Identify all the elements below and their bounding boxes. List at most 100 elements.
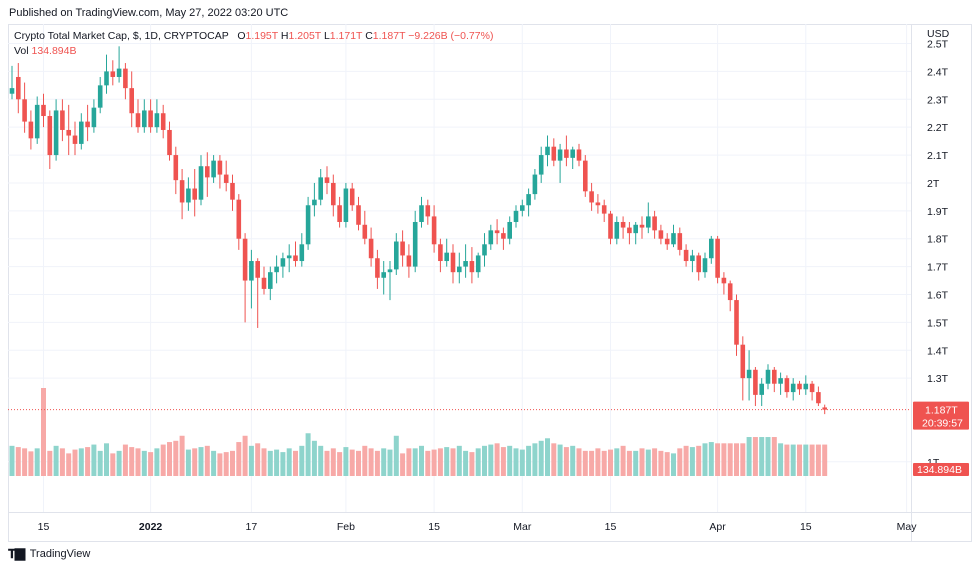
candlestick-chart[interactable]: 1T1.3T1.4T1.5T1.6T1.7T1.8T1.9T2T2.1T2.2T…: [8, 24, 972, 542]
candle-body: [343, 188, 349, 222]
volume-bar: [179, 435, 185, 476]
candle: [142, 99, 147, 133]
grid-lines: [8, 24, 911, 512]
candle: [230, 174, 235, 211]
volume-bar: [311, 440, 317, 476]
candle: [368, 227, 374, 267]
candle: [412, 210, 418, 273]
candle: [79, 113, 84, 150]
volume-bar: [563, 447, 569, 476]
volume-bar: [53, 445, 59, 476]
candle-body: [438, 244, 443, 262]
legend-symbol[interactable]: Crypto Total Market Cap, $, 1D, CRYPTOCA…: [14, 30, 229, 42]
candle-body: [412, 221, 418, 267]
candle-body: [639, 224, 645, 228]
candle-body: [236, 199, 242, 239]
candle: [816, 386, 821, 407]
volume-bar: [349, 449, 355, 476]
volume-bar: [236, 442, 242, 476]
volume-bar: [34, 448, 40, 476]
volume-bar: [790, 444, 796, 476]
candle-body: [658, 230, 664, 239]
volume-bar: [293, 450, 298, 476]
volume-bar: [721, 443, 727, 476]
volume-bar: [677, 448, 683, 476]
candle: [772, 366, 777, 393]
candle-body: [129, 88, 134, 114]
candle-body: [368, 238, 374, 259]
candle: [671, 224, 676, 248]
candle-body: [715, 238, 720, 278]
time-tick-label: 15: [428, 521, 440, 533]
candle-body: [135, 113, 141, 128]
candle-body: [337, 205, 342, 222]
candle-body: [280, 258, 286, 267]
candle-body: [28, 121, 34, 139]
candle: [362, 210, 368, 245]
candle-body: [816, 392, 821, 404]
footer-brand[interactable]: 𝐓▉ TradingView: [8, 545, 90, 563]
volume-bar: [715, 443, 721, 476]
volume-bar: [374, 450, 380, 476]
candle-body: [614, 221, 620, 239]
candle: [110, 60, 116, 86]
candle-body: [803, 383, 809, 390]
candle: [526, 188, 531, 217]
legend-low-value: 1.171T: [329, 30, 363, 42]
volume-bar: [305, 433, 311, 476]
candle-body: [608, 213, 613, 239]
candle-body: [734, 300, 739, 345]
candle-body: [148, 110, 153, 128]
candle: [734, 294, 739, 356]
candle-body: [324, 177, 330, 183]
candle: [223, 160, 229, 192]
candle-body: [727, 283, 733, 301]
candle-body: [595, 202, 601, 206]
candle: [381, 261, 386, 295]
candle-body: [349, 188, 355, 206]
price-tick-label: 1.6T: [927, 289, 949, 301]
candle-body: [72, 135, 78, 144]
candle-body: [501, 233, 506, 239]
candle: [683, 244, 689, 267]
candle-body: [759, 383, 764, 395]
candle: [97, 76, 103, 114]
volume-bar: [507, 445, 513, 476]
candle: [375, 249, 380, 289]
candle: [217, 155, 223, 189]
candle-body: [312, 199, 317, 206]
candle: [211, 155, 216, 183]
price-tick-label: 1.5T: [927, 317, 949, 329]
volume-bar: [551, 443, 557, 476]
price-tick-label: 2.4T: [927, 66, 949, 78]
tv-logo-icon: 𝐓▉: [8, 546, 27, 561]
volume-bar: [274, 449, 280, 476]
candle-body: [274, 266, 279, 273]
candle: [41, 93, 46, 128]
volume-bar: [582, 450, 588, 476]
volume-bar: [122, 444, 128, 476]
candle-body: [620, 221, 626, 228]
legend-high-label: H: [280, 30, 289, 42]
candle-body: [532, 174, 538, 195]
volume-bar: [318, 445, 324, 476]
volume-bar: [248, 445, 254, 476]
volume-bar: [608, 449, 613, 476]
candle-body: [167, 129, 172, 156]
candle-body: [753, 369, 758, 395]
candle-body: [746, 369, 752, 379]
candle-body: [261, 277, 267, 289]
candle-body: [564, 149, 569, 158]
volume-bar: [78, 448, 84, 476]
volume-bar: [696, 445, 702, 476]
volume-bar: [689, 447, 695, 476]
volume-bar: [242, 435, 248, 476]
candle: [658, 224, 664, 245]
candle-body: [66, 129, 71, 136]
candle-body: [797, 383, 802, 390]
footer-brand-text: TradingView: [29, 548, 91, 560]
volume-bar: [154, 448, 160, 476]
candle: [620, 216, 626, 239]
price-tick-label: 1.8T: [927, 234, 949, 246]
candle: [463, 244, 468, 278]
